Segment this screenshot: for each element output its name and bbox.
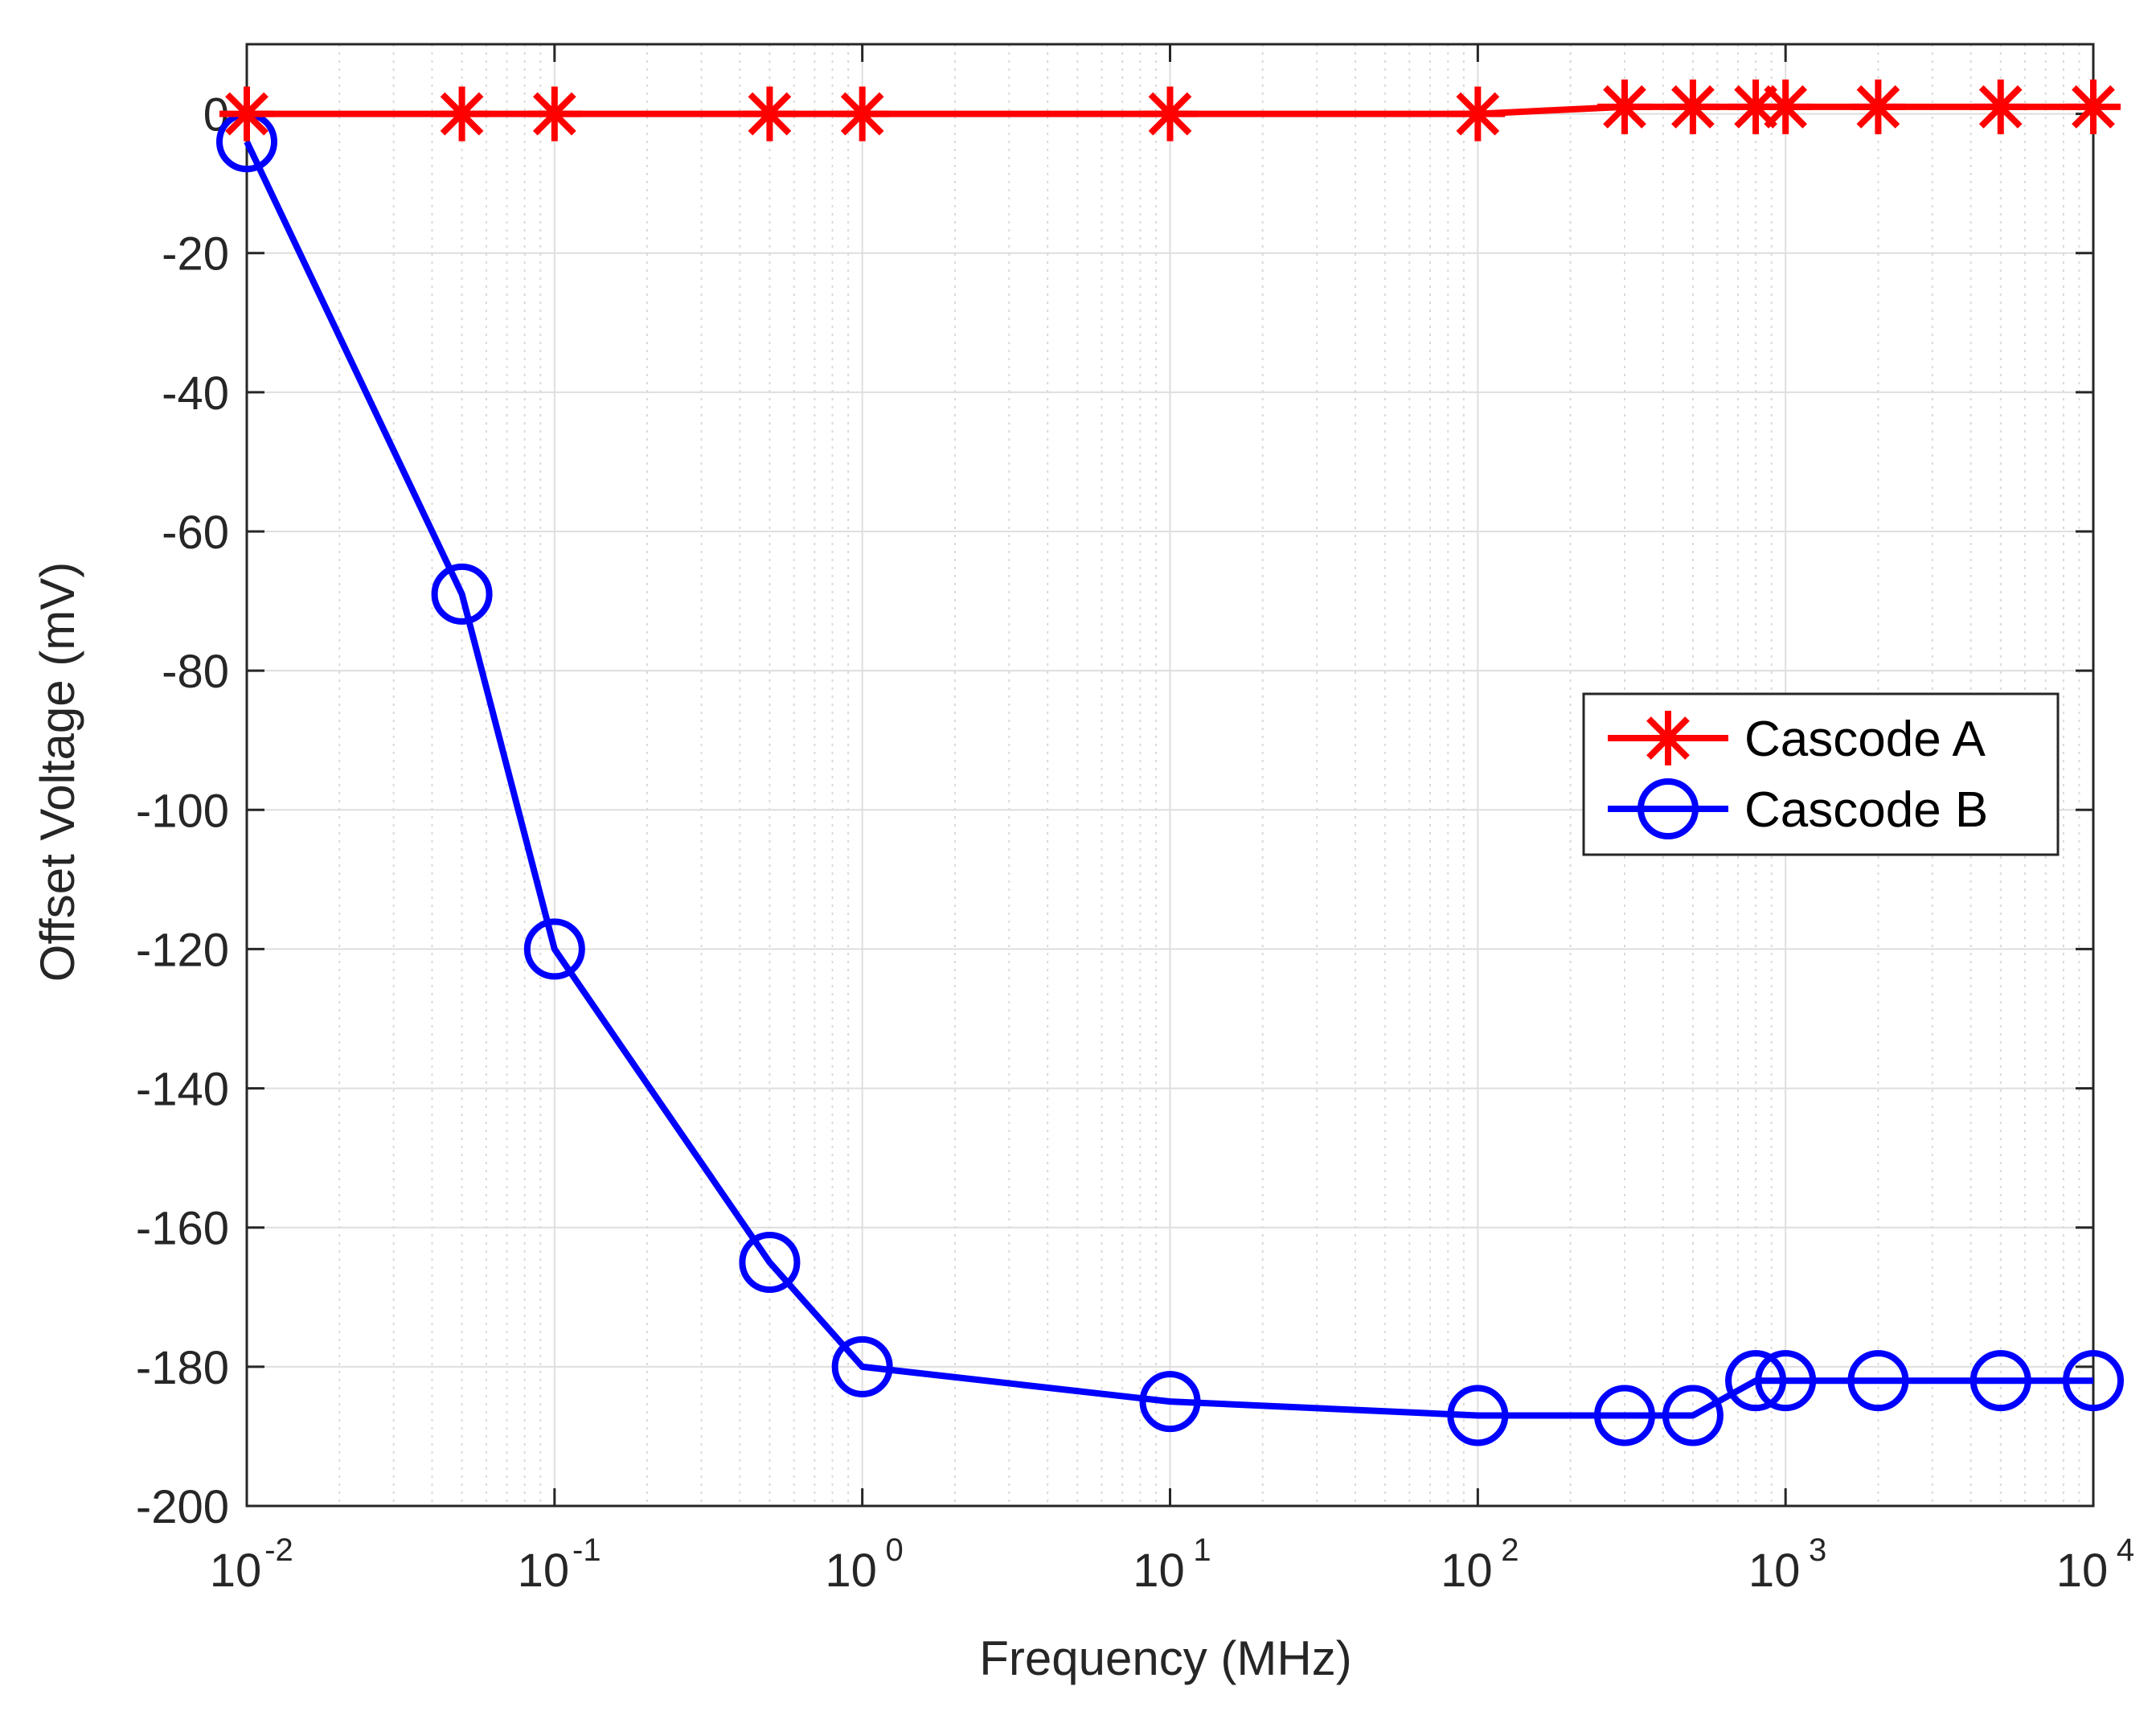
data-point-asterisk bbox=[1973, 79, 2028, 134]
data-point-asterisk bbox=[219, 86, 274, 142]
data-point-circle bbox=[1662, 1385, 1724, 1446]
x-tick-exponent: 2 bbox=[1501, 1532, 1519, 1568]
asterisk-stroke bbox=[225, 92, 268, 136]
x-axis-title: Frequency (MHz) bbox=[979, 1631, 1351, 1685]
y-axis-title: Offset Voltage (mV) bbox=[31, 562, 84, 982]
data-point-asterisk bbox=[1142, 86, 1198, 142]
data-point-circle bbox=[1755, 1350, 1817, 1412]
x-tick-label: 10 bbox=[1748, 1545, 1801, 1597]
data-point-circle bbox=[1725, 1350, 1787, 1412]
data-point-circle bbox=[1847, 1350, 1909, 1412]
asterisk-stroke bbox=[1764, 85, 1808, 129]
legend: Cascode A Cascode B bbox=[1582, 692, 2060, 856]
axis-labels: Frequency (MHz) Offset Voltage (mV) bbox=[31, 562, 1352, 1685]
data-point-circle bbox=[523, 918, 585, 980]
data-series bbox=[216, 79, 2124, 1446]
x-tick-label: 10 bbox=[210, 1545, 262, 1597]
legend-marker-asterisk bbox=[1641, 711, 1695, 765]
y-tick-label: -100 bbox=[136, 785, 229, 837]
data-point-circle bbox=[1139, 1371, 1201, 1433]
y-tick-label: -120 bbox=[136, 924, 229, 976]
data-point-asterisk bbox=[742, 86, 797, 142]
data-point-circle bbox=[739, 1232, 801, 1293]
plot-frame bbox=[245, 43, 2095, 1508]
legend-box bbox=[1582, 692, 2060, 856]
data-point-asterisk bbox=[1450, 86, 1506, 142]
data-point-circle bbox=[1593, 1385, 1655, 1446]
asterisk-stroke bbox=[840, 92, 884, 136]
series-line bbox=[244, 140, 2093, 1419]
asterisk-stroke bbox=[1671, 85, 1715, 129]
x-tick-exponent: 1 bbox=[1193, 1532, 1211, 1568]
asterisk-stroke bbox=[440, 92, 484, 136]
y-tick-label: -40 bbox=[162, 367, 229, 420]
axes: 10 -2 10 -1 10 0 10 1 10 2 10 3 10 40-20-40-60-80-100… bbox=[136, 43, 2134, 1597]
series-cascode-a bbox=[219, 79, 2121, 142]
asterisk-stroke bbox=[532, 92, 576, 136]
asterisk-stroke bbox=[1603, 85, 1646, 129]
asterisk-stroke bbox=[1646, 716, 1690, 760]
x-tick-exponent: -2 bbox=[264, 1532, 293, 1568]
asterisk-stroke bbox=[748, 92, 792, 136]
data-point-asterisk bbox=[1665, 79, 1720, 134]
data-point-circle bbox=[1970, 1350, 2031, 1412]
data-point-circle bbox=[831, 1335, 893, 1397]
x-tick-exponent: 0 bbox=[886, 1532, 904, 1568]
data-point-circle bbox=[1447, 1385, 1509, 1446]
data-point-asterisk bbox=[434, 86, 490, 142]
x-tick-exponent: -1 bbox=[572, 1532, 601, 1568]
legend-entry: Cascode A bbox=[1608, 711, 1986, 767]
data-point-asterisk bbox=[1597, 79, 1652, 134]
data-point-circle bbox=[431, 563, 493, 625]
series-cascode-b bbox=[216, 111, 2124, 1446]
data-point-circle bbox=[2063, 1350, 2124, 1412]
legend-entry: Cascode B bbox=[1608, 778, 1988, 839]
x-tick-exponent: 4 bbox=[2117, 1532, 2134, 1568]
asterisk-stroke bbox=[2072, 85, 2115, 129]
x-tick-label: 10 bbox=[1133, 1545, 1185, 1597]
data-point-asterisk bbox=[1851, 79, 1906, 134]
asterisk-stroke bbox=[1456, 92, 1500, 136]
x-tick-label: 10 bbox=[1441, 1545, 1493, 1597]
y-tick-label: -60 bbox=[162, 507, 229, 559]
x-tick-label: 10 bbox=[518, 1545, 570, 1597]
data-point-asterisk bbox=[527, 86, 582, 142]
data-point-asterisk bbox=[2066, 79, 2121, 134]
y-tick-label: -20 bbox=[162, 228, 229, 281]
y-tick-label: -180 bbox=[136, 1342, 229, 1394]
y-tick-label: -200 bbox=[136, 1481, 229, 1533]
x-tick-exponent: 3 bbox=[1809, 1532, 1826, 1568]
x-tick-label: 10 bbox=[825, 1545, 877, 1597]
legend-marker-circle bbox=[1637, 778, 1699, 839]
legend-label: Cascode A bbox=[1744, 712, 1986, 767]
y-tick-label: -80 bbox=[162, 646, 229, 698]
asterisk-stroke bbox=[1856, 85, 1900, 129]
y-tick-label: -140 bbox=[136, 1064, 229, 1116]
data-point-asterisk bbox=[1758, 79, 1814, 134]
asterisk-stroke bbox=[1148, 92, 1192, 136]
x-tick-label: 10 bbox=[2056, 1545, 2109, 1597]
asterisk-stroke bbox=[1978, 85, 2023, 129]
data-point-asterisk bbox=[834, 86, 890, 142]
legend-label: Cascode B bbox=[1744, 782, 1988, 838]
y-tick-label: -160 bbox=[136, 1203, 229, 1255]
